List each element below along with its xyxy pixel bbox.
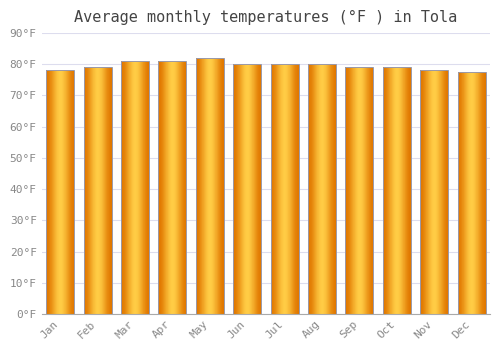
- Bar: [420, 70, 448, 314]
- Bar: [270, 64, 298, 314]
- Title: Average monthly temperatures (°F ) in Tola: Average monthly temperatures (°F ) in To…: [74, 10, 458, 25]
- Bar: [158, 61, 186, 314]
- Bar: [383, 67, 411, 314]
- Bar: [121, 61, 149, 314]
- Bar: [84, 67, 112, 314]
- Bar: [308, 64, 336, 314]
- Bar: [196, 58, 224, 314]
- Bar: [46, 70, 74, 314]
- Bar: [346, 67, 374, 314]
- Bar: [458, 72, 485, 314]
- Bar: [233, 64, 262, 314]
